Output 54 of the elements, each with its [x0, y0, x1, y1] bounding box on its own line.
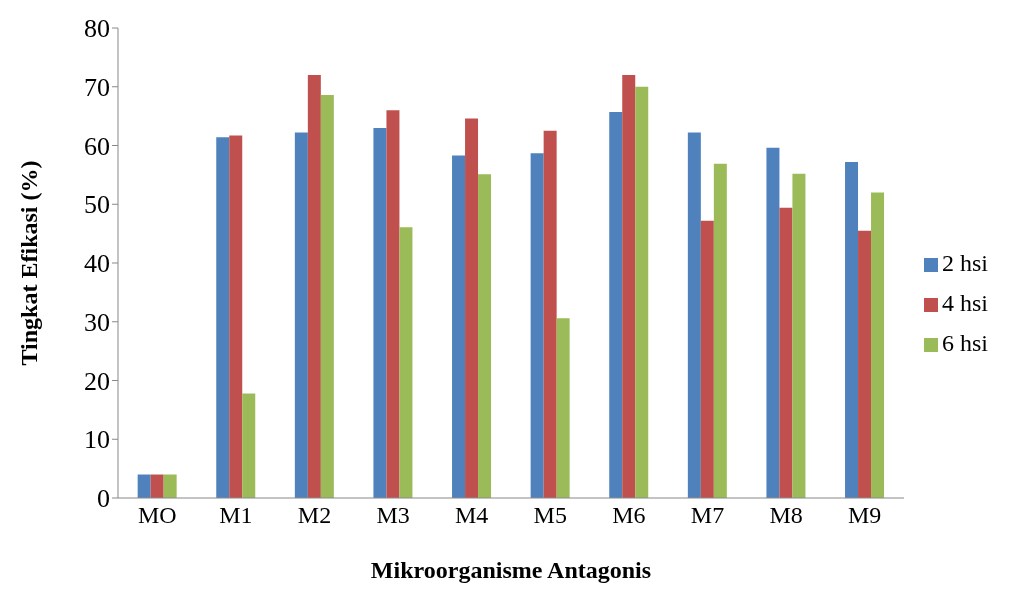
bar [635, 86, 649, 498]
bar [543, 130, 557, 498]
bar [373, 127, 387, 498]
bar [687, 132, 701, 498]
bar [622, 75, 636, 498]
y-tick-label: 40 [84, 249, 110, 279]
bar [163, 474, 177, 498]
bar [137, 474, 151, 498]
y-tick-label: 60 [84, 131, 110, 161]
bar [556, 318, 570, 498]
bar [386, 110, 400, 498]
legend-label: 6 hsi [941, 330, 988, 356]
bar [766, 147, 780, 498]
y-tick-label: 0 [97, 484, 110, 514]
x-tick-label: M3 [376, 502, 410, 529]
bar [229, 135, 243, 498]
bar [530, 153, 544, 498]
bar [779, 207, 793, 498]
bar [294, 132, 308, 498]
bar [452, 155, 466, 498]
y-tick-label: 50 [84, 190, 110, 220]
bar [465, 118, 479, 498]
bar [609, 112, 623, 498]
x-tick-label: M5 [533, 502, 567, 529]
bar [713, 163, 727, 498]
x-tick-label: M9 [848, 502, 882, 529]
y-tick-label: 10 [84, 425, 110, 455]
bar [216, 137, 230, 498]
y-tick-label: 30 [84, 307, 110, 337]
bar [478, 174, 492, 498]
bar [845, 161, 859, 498]
legend-label: 4 hsi [941, 290, 988, 316]
y-tick-label: 70 [84, 72, 110, 102]
x-tick-label: M6 [612, 502, 646, 529]
bar [399, 227, 413, 498]
bar [307, 75, 321, 498]
bar [242, 393, 256, 498]
bar [320, 94, 334, 498]
bar [700, 220, 714, 498]
legend-label: 2 hsi [941, 250, 988, 276]
x-tick-label: M1 [219, 502, 253, 529]
y-tick-label: 80 [84, 14, 110, 44]
x-tick-label: M2 [297, 502, 332, 529]
y-axis-title: Tingkat Efikasi (%) [15, 160, 42, 366]
bar [792, 173, 806, 498]
x-tick-label: MO [137, 502, 177, 529]
x-tick-label: M8 [769, 502, 803, 529]
x-tick-label: M7 [690, 502, 725, 529]
bar [150, 474, 164, 498]
y-tick-label: 20 [84, 366, 110, 396]
bar [858, 230, 872, 498]
x-tick-label: M4 [455, 502, 489, 529]
bar [871, 192, 885, 498]
x-axis-title: Mikroorganisme Antagonis [370, 557, 652, 583]
